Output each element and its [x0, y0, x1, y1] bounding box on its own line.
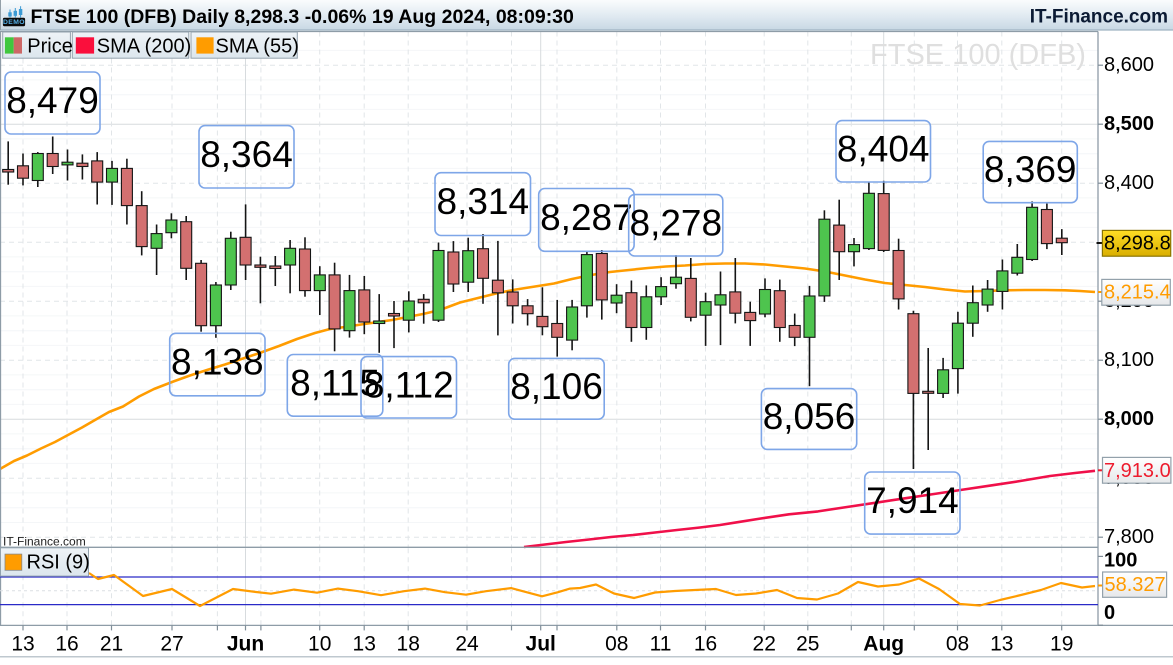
svg-text:7,913.0: 7,913.0: [1104, 460, 1171, 482]
svg-text:8,138: 8,138: [171, 342, 264, 383]
svg-text:Jul: Jul: [526, 633, 556, 656]
svg-text:7,800: 7,800: [1104, 526, 1154, 548]
svg-text:58.327: 58.327: [1105, 574, 1166, 596]
svg-text:Jun: Jun: [227, 633, 264, 656]
svg-text:8,215.4: 8,215.4: [1104, 282, 1171, 304]
svg-text:8,056: 8,056: [763, 396, 856, 437]
svg-text:13: 13: [990, 633, 1013, 656]
svg-text:21: 21: [100, 633, 123, 656]
svg-text:8,500: 8,500: [1104, 113, 1154, 135]
svg-text:IT-Finance.com: IT-Finance.com: [1030, 7, 1168, 28]
svg-text:24: 24: [455, 633, 479, 656]
svg-text:8,287: 8,287: [540, 197, 633, 238]
svg-text:22: 22: [753, 633, 776, 656]
svg-text:8,298.8: 8,298.8: [1104, 233, 1171, 255]
svg-text:8,112: 8,112: [364, 364, 454, 405]
svg-text:8,404: 8,404: [837, 128, 930, 169]
svg-text:13: 13: [353, 633, 376, 656]
svg-text:25: 25: [796, 633, 819, 656]
svg-text:27: 27: [160, 633, 183, 656]
svg-text:SMA (200): SMA (200): [97, 35, 191, 57]
svg-text:18: 18: [397, 633, 420, 656]
svg-text:8,600: 8,600: [1104, 54, 1154, 76]
svg-text:IT-Finance.com: IT-Finance.com: [3, 535, 86, 549]
svg-text:08: 08: [946, 633, 969, 656]
svg-text:SMA (55): SMA (55): [216, 35, 299, 57]
svg-text:DEMO: DEMO: [3, 19, 25, 26]
svg-text:8,369: 8,369: [984, 149, 1077, 190]
svg-text:08: 08: [605, 633, 628, 656]
svg-text:16: 16: [694, 633, 717, 656]
svg-text:19: 19: [1050, 633, 1073, 656]
svg-text:8,278: 8,278: [630, 202, 723, 243]
svg-text:FTSE 100 (DFB) Daily 8,298.3 -: FTSE 100 (DFB) Daily 8,298.3 -0.06% 19 A…: [31, 6, 575, 28]
svg-text:10: 10: [308, 633, 331, 656]
svg-text:8,115: 8,115: [290, 362, 380, 403]
svg-text:8,400: 8,400: [1104, 172, 1154, 194]
svg-text:Aug: Aug: [863, 633, 904, 656]
svg-text:0: 0: [1104, 602, 1115, 624]
svg-text:100: 100: [1104, 550, 1137, 572]
svg-text:RSI (9): RSI (9): [27, 552, 90, 574]
svg-text:7,914: 7,914: [866, 480, 959, 521]
svg-text:13: 13: [11, 633, 34, 656]
svg-text:8,364: 8,364: [200, 134, 293, 175]
svg-text:8,314: 8,314: [437, 181, 530, 222]
svg-text:Price: Price: [27, 35, 73, 57]
svg-text:8,479: 8,479: [6, 80, 99, 121]
svg-text:FTSE 100 (DFB): FTSE 100 (DFB): [870, 39, 1086, 71]
svg-text:8,106: 8,106: [510, 366, 603, 407]
svg-text:8,100: 8,100: [1104, 349, 1154, 371]
svg-text:16: 16: [55, 633, 78, 656]
svg-text:8,000: 8,000: [1104, 408, 1154, 430]
svg-text:11: 11: [650, 633, 672, 656]
